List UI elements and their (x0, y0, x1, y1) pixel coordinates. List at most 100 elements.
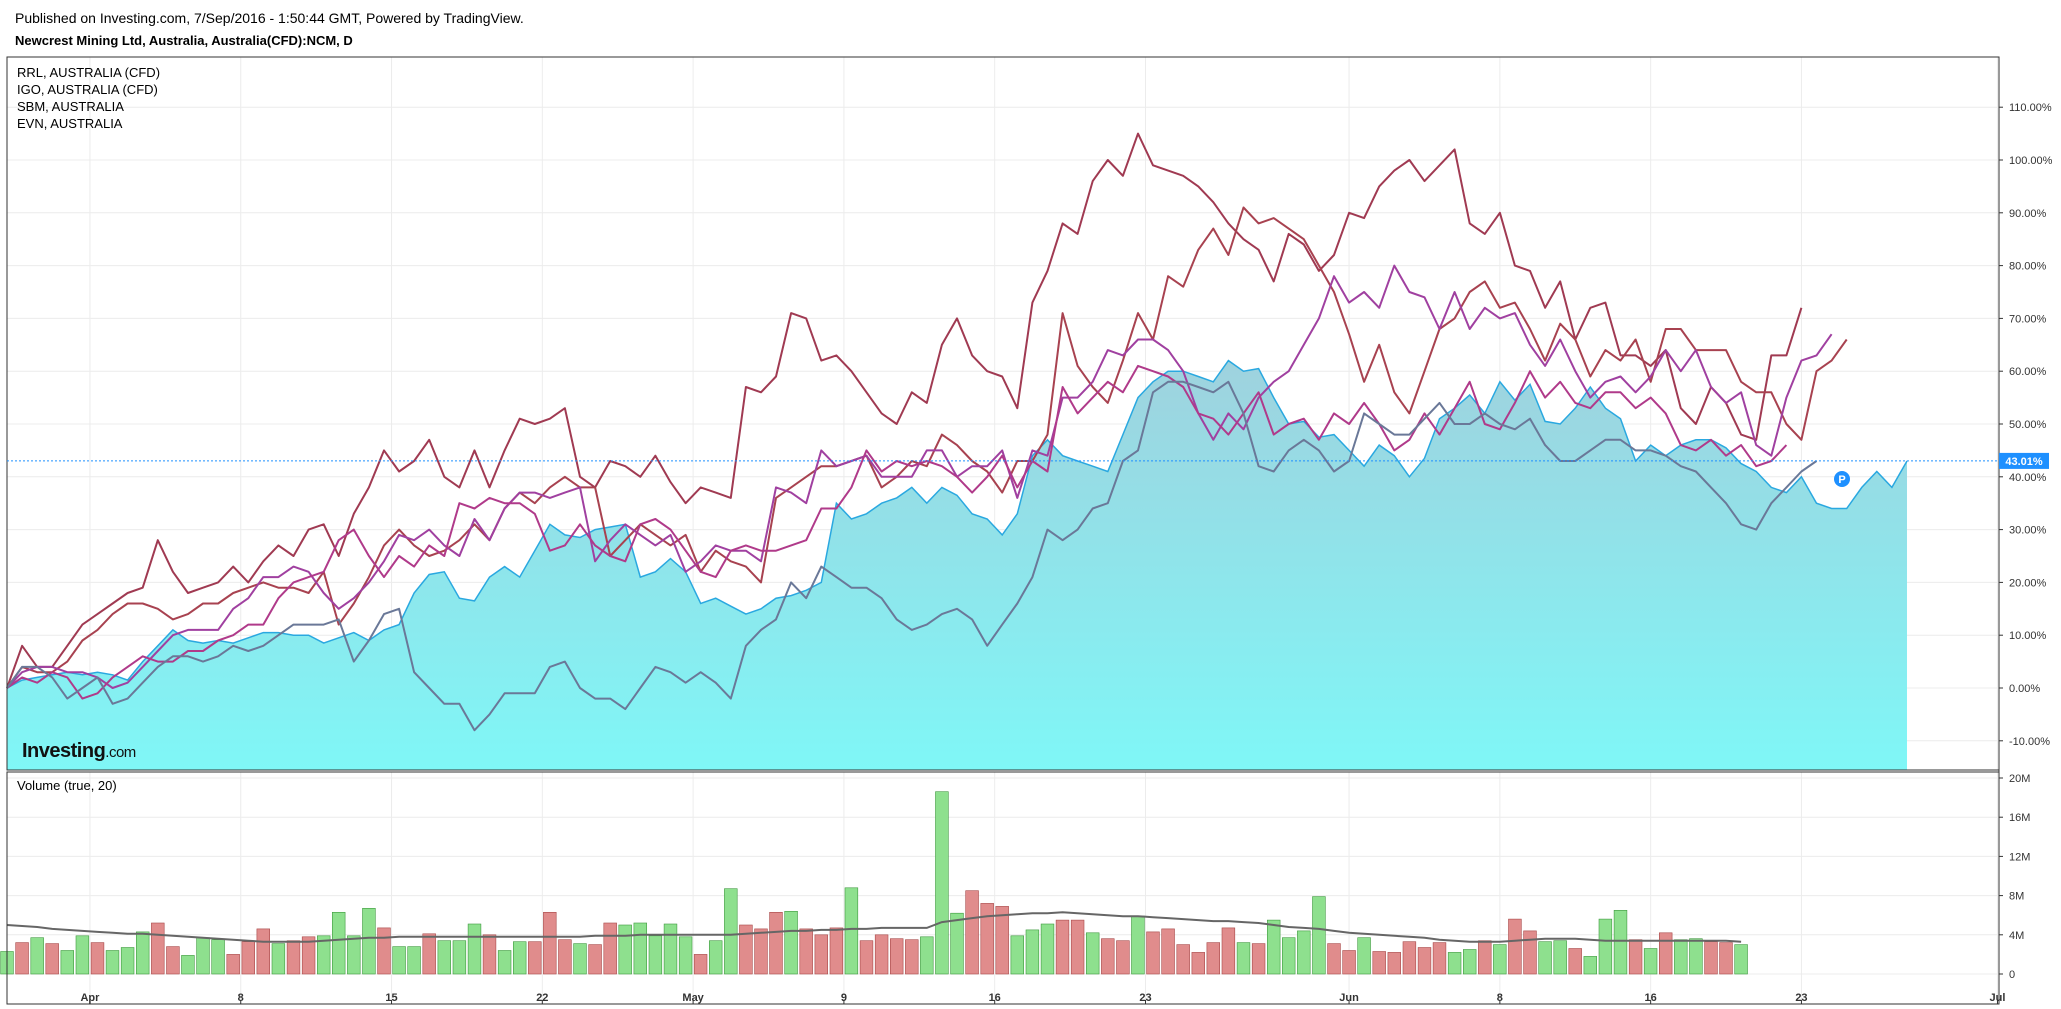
volume-bar (1055, 919, 1070, 975)
volume-bar (708, 940, 723, 975)
price-tick-label: 90.00% (2009, 208, 2047, 220)
volume-bar (1176, 944, 1190, 975)
volume-tick-label: 4M (2009, 930, 2024, 942)
volume-bar (754, 928, 768, 975)
volume-bar (1297, 930, 1311, 975)
volume-bar (1116, 940, 1130, 975)
volume-ma-line (6, 911, 1742, 943)
time-tick-label: Apr (80, 992, 100, 1004)
time-tick-label: 8 (238, 992, 244, 1004)
volume-bar (633, 922, 648, 975)
volume-bar (965, 890, 979, 975)
volume-bar (1719, 942, 1733, 975)
volume-bar (316, 935, 331, 975)
overlay-markers: 43.01% P (7, 452, 2049, 487)
volume-bar (1613, 909, 1628, 975)
volume-bar (950, 912, 964, 975)
volume-bar (784, 910, 798, 975)
volume-bar (1568, 948, 1582, 975)
volume-bar (512, 941, 527, 975)
volume-bar (1432, 942, 1447, 975)
volume-bar (75, 935, 90, 975)
price-tick-label: 10.00% (2009, 630, 2047, 642)
time-tick-label: 15 (385, 992, 397, 1004)
volume-bar (105, 950, 120, 975)
time-tick-label: 9 (841, 992, 847, 1004)
volume-bar (241, 941, 255, 975)
volume-bar (196, 937, 210, 975)
volume-bar (1086, 932, 1100, 975)
legend: RRL, AUSTRALIA (CFD) IGO, AUSTRALIA (CFD… (17, 64, 160, 132)
volume-bar (1478, 940, 1492, 975)
price-tick-label: 20.00% (2009, 577, 2047, 589)
series-line-extra (6, 380, 1818, 732)
price-tick-label: 110.00% (2009, 102, 2052, 114)
volume-bar (331, 911, 346, 975)
volume-bar (90, 942, 105, 975)
volume-bar (543, 911, 557, 975)
price-tick-label: 30.00% (2009, 525, 2047, 537)
price-tick-label: 0.00% (2009, 683, 2040, 695)
volume-bar (1146, 931, 1160, 975)
ncm-area-fill (7, 360, 1907, 770)
volume-bar (120, 947, 135, 975)
volume-bar (422, 933, 436, 975)
volume-bar (1101, 938, 1115, 975)
volume-bar (935, 791, 949, 975)
price-tick-label: 80.00% (2009, 261, 2047, 273)
volume-bar (648, 935, 663, 975)
volume-bar (1628, 939, 1643, 975)
volume-bar (1372, 951, 1386, 975)
volume-bar (528, 941, 542, 975)
volume-bar (829, 927, 844, 975)
time-tick-label: Jun (1339, 992, 1359, 1004)
volume-bar (1643, 948, 1658, 975)
volume-axis[interactable]: 20M 16M 12M 8M 4M 0 (1999, 773, 2030, 981)
volume-bar (1267, 919, 1281, 975)
volume-bar (1010, 935, 1025, 975)
volume-bar (1417, 947, 1432, 975)
volume-bar (1659, 932, 1673, 975)
price-tick-label: 60.00% (2009, 366, 2047, 378)
volume-bar (181, 955, 195, 975)
volume-bar (844, 887, 859, 975)
volume-bar (678, 936, 693, 975)
volume-bar (1282, 937, 1296, 975)
current-value-badge (1999, 452, 2049, 469)
volume-bar (874, 934, 889, 975)
chart-frame (6, 56, 2000, 1005)
volume-bar (859, 940, 874, 975)
volume-bar (256, 928, 270, 975)
volume-bar (905, 939, 919, 975)
volume-bar (1206, 942, 1221, 975)
volume-bar (30, 937, 44, 975)
volume-bar (1131, 915, 1145, 975)
volume-tick-label: 20M (2009, 773, 2030, 785)
volume-bar (1191, 952, 1206, 975)
volume-bar (1387, 952, 1402, 975)
volume-bar (814, 934, 829, 975)
volume-bar (286, 940, 301, 975)
legend-item-evn: EVN, AUSTRALIA (17, 116, 123, 131)
volume-bar (724, 888, 738, 975)
volume-bar (558, 939, 572, 975)
volume-bar (1161, 928, 1175, 975)
price-axis[interactable]: 110.00% 100.00% 90.00% 80.00% 70.00% 60.00% 50… (1999, 102, 2053, 748)
volume-bar (1508, 918, 1522, 975)
time-axis[interactable]: Apr81522May91623Jun81623Jul81522Aug81522… (80, 992, 2061, 1004)
time-tick-label: 16 (1645, 992, 1657, 1004)
volume-bar (151, 922, 165, 975)
volume-bar (1674, 939, 1688, 975)
volume-bars (0, 791, 1748, 975)
volume-bar (1463, 949, 1477, 975)
price-tick-label: -10.00% (2009, 736, 2050, 748)
volume-bar (45, 943, 59, 975)
volume-bar (1221, 927, 1236, 975)
volume-bar (301, 936, 316, 975)
volume-bar (271, 943, 286, 975)
time-tick-label: 23 (1795, 992, 1807, 1004)
time-tick-label: 23 (1139, 992, 1151, 1004)
volume-bar (1025, 929, 1040, 975)
volume-bar (1538, 941, 1552, 975)
